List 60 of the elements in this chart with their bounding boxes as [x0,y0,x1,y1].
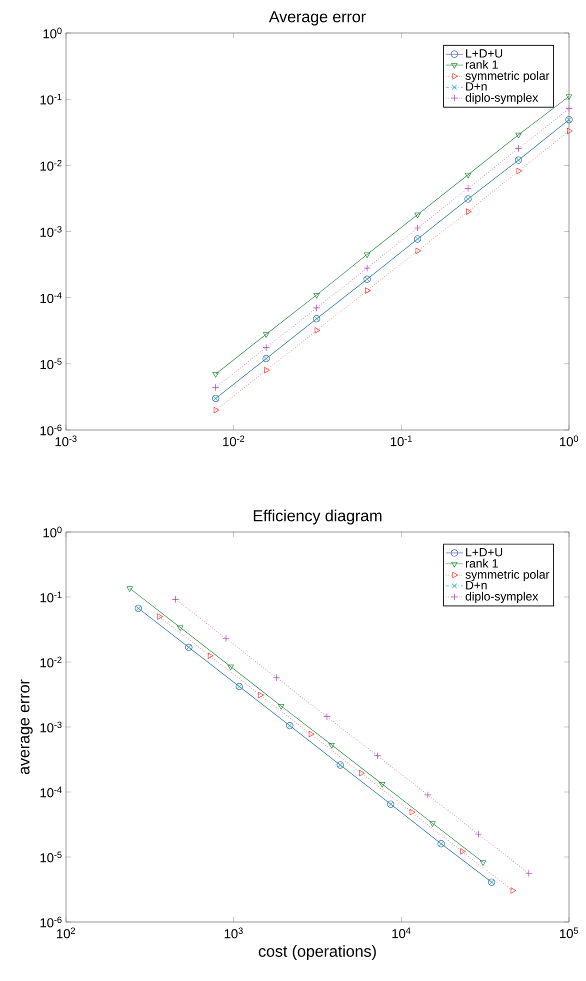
point [212,372,219,378]
x-tick-label: 10$^{-3}$ [55,436,77,446]
point [567,128,573,134]
point [212,384,220,392]
legend-label: L+D+U [466,548,502,556]
legend-label: D+n [466,581,487,590]
point [262,344,270,352]
x-tick-label: 10$^{-2}$ [223,436,244,446]
y-tick-label: 10$^{-4}$ [40,292,62,304]
y-tick-label: 10$^{-4}$ [40,786,62,798]
y-tick-label: 10$^{0}$ [44,28,62,38]
legend-label: L+D+U [466,49,502,58]
point [262,332,270,338]
legend-label: rank 1 [466,558,498,568]
point [566,94,572,100]
y-tick-label: 10$^{-1}$ [40,94,62,105]
point [414,212,421,218]
x-tick-label: 10$^{3}$ [224,928,243,938]
y-tick-label: 10$^{-6}$ [40,424,62,436]
x-tick-label: 10$^{-1}$ [390,436,412,446]
y-tick-label: 10$^{-2}$ [40,160,62,171]
point [364,252,370,258]
point [464,184,472,192]
legend-label: symmetric polar [466,570,550,582]
x-tick-label: 10$^{4}$ [392,928,411,938]
point [414,224,422,232]
y-tick-label: 10$^{-5}$ [40,852,62,862]
point [416,248,422,254]
point [264,367,270,374]
point [464,172,472,178]
legend-label: symmetric polar [465,71,550,82]
legend-label: diplo-symplex [466,93,538,104]
legend-label: diplo-symplex [466,592,538,603]
y-tick-label: 10$^{-2}$ [40,656,62,668]
x-axis-title: cost (operations) [258,945,376,960]
y-tick-label: 10$^{0}$ [44,526,62,538]
point [314,327,320,334]
point [514,144,522,152]
x-tick-label: 10$^{5}$ [560,928,578,938]
x-tick-label: 10$^{2}$ [57,928,76,938]
legend-label: rank 1 [466,60,498,69]
point [516,168,522,174]
y-axis-title: average error [20,679,33,774]
chart-title: Efficiency diagram [254,510,382,525]
y-tick-label: 10$^{-6}$ [40,916,62,928]
x-tick-label: 10$^{0}$ [560,436,578,446]
point [515,132,522,138]
point [313,304,320,312]
y-tick-label: 10$^{-3}$ [40,722,62,732]
y-tick-label: 10$^{-3}$ [40,226,62,237]
point [466,208,472,215]
point [214,406,220,414]
chart-title: Average error [268,11,366,26]
point [565,105,573,112]
legend-label: D+n [466,82,487,91]
point [364,264,371,272]
y-tick-label: 10$^{-5}$ [40,358,62,370]
y-tick-label: 10$^{-1}$ [40,592,62,602]
point [365,287,371,294]
point [313,292,320,299]
